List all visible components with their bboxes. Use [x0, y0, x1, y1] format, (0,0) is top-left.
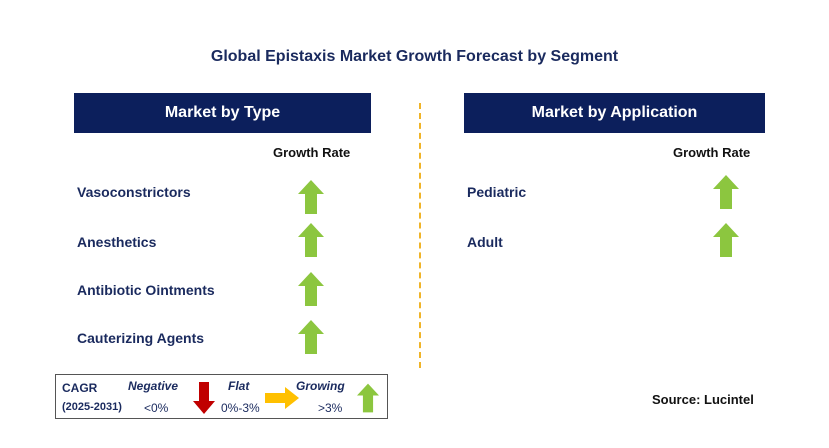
source-label: Source: Lucintel	[652, 392, 754, 407]
left-growth-rate-label: Growth Rate	[273, 145, 351, 160]
legend-flat-range: 0%-3%	[221, 401, 260, 415]
legend-growing-range: >3%	[318, 401, 343, 415]
growing-arrow-icon	[713, 175, 739, 209]
legend-cagr-label: CAGR	[62, 381, 98, 395]
growing-arrow-icon	[713, 223, 739, 257]
growing-arrow-icon	[298, 272, 324, 306]
legend-period: (2025-2031)	[62, 401, 122, 413]
row-label-pediatric: Pediatric	[467, 184, 527, 200]
row-label-antibiotic-ointments: Antibiotic Ointments	[77, 282, 215, 298]
orange-right-arrow-icon	[265, 387, 299, 409]
market-by-application-header: Market by Application	[464, 93, 765, 133]
panel-divider	[419, 103, 421, 368]
green-up-arrow-icon	[357, 383, 379, 413]
growing-arrow-icon	[298, 320, 324, 354]
cagr-legend: CAGR (2025-2031) Negative <0% Flat 0%-3%…	[55, 374, 388, 419]
growing-arrow-icon	[298, 180, 324, 214]
row-label-anesthetics: Anesthetics	[77, 234, 157, 250]
growing-arrow-icon	[298, 223, 324, 257]
legend-negative-range: <0%	[144, 401, 169, 415]
row-label-cauterizing-agents: Cauterizing Agents	[77, 330, 205, 346]
right-growth-rate-label: Growth Rate	[673, 145, 751, 160]
market-by-type-header: Market by Type	[74, 93, 371, 133]
red-down-arrow-icon	[193, 382, 215, 414]
row-label-adult: Adult	[467, 234, 503, 250]
legend-growing-label: Growing	[296, 379, 345, 393]
legend-negative-label: Negative	[128, 379, 179, 393]
row-label-vasoconstrictors: Vasoconstrictors	[77, 184, 191, 200]
legend-flat-label: Flat	[228, 379, 250, 393]
page-title: Global Epistaxis Market Growth Forecast …	[210, 48, 619, 65]
